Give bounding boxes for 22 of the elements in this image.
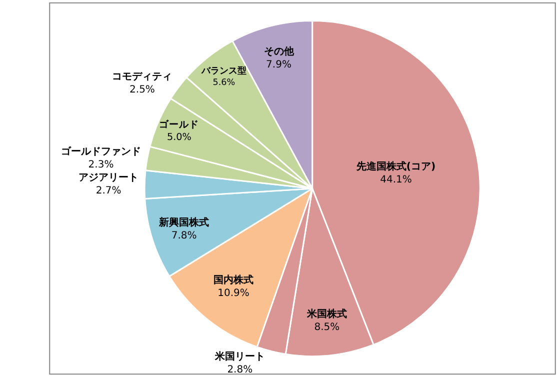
slice-label: 米国株式 [306, 308, 347, 320]
data-label: 44.1% [380, 174, 412, 186]
slice-label: ゴールド [159, 118, 200, 130]
slice-label: その他 [264, 45, 295, 58]
slice-label: 国内株式 [214, 274, 254, 286]
data-label: 2.7% [96, 186, 122, 197]
data-label: 2.3% [88, 159, 114, 170]
data-label: 7.9% [266, 59, 292, 70]
slice-label: ゴールドファンド [61, 145, 142, 158]
slice-label: 新興国株式 [158, 216, 210, 229]
data-label: 2.5% [130, 84, 155, 96]
slice-label: バランス型 [200, 66, 246, 77]
data-label: 10.9% [218, 288, 250, 299]
data-label: 8.5% [314, 322, 340, 334]
data-label: 7.8% [171, 230, 197, 242]
data-label: 2.8% [227, 364, 253, 376]
data-label: 5.6% [212, 78, 236, 88]
slice-label: 先進国株式(コア) [355, 160, 436, 172]
data-label: 5.0% [167, 132, 192, 143]
slice-label: コモディティ [112, 71, 172, 82]
slice-label: 米国リート [214, 350, 265, 362]
slice-label: アジアリート [78, 172, 139, 184]
